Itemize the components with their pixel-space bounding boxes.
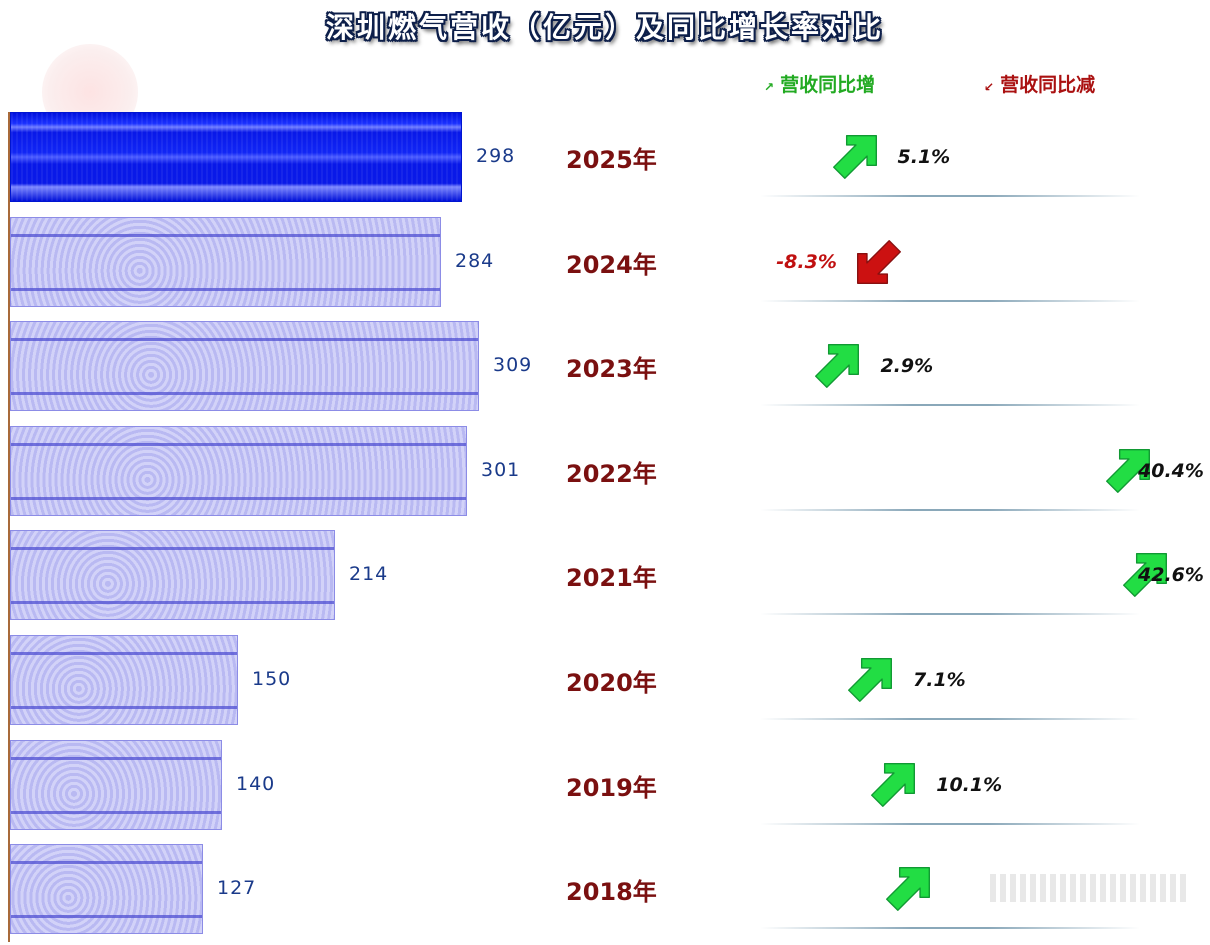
growth-up-arrow-icon [871,762,916,807]
bar-value-label: 284 [455,249,495,272]
growth-up-arrow-icon [1105,448,1150,493]
year-label: 2024年 [566,250,657,279]
growth-rate-label: 10.1% [936,773,1003,796]
bar-value-label: 214 [349,563,389,586]
row-separator [760,927,1140,930]
legend-label-increase: 营收同比增 [780,74,876,96]
bar-value-label: 150 [252,668,292,690]
bar-value-label: 309 [493,354,533,377]
bar-2018年 [10,844,203,935]
year-label: 2019年 [566,773,657,802]
category-axis-line [8,112,10,942]
watermark [990,874,1190,902]
bar-value-label: 127 [217,877,257,900]
bar-2022年 [10,425,467,516]
growth-rate-label: 42.6% [1138,564,1204,587]
bar-2021年 [10,530,335,621]
growth-up-arrow-icon [832,135,877,179]
growth-up-arrow-icon [848,658,892,702]
row-separator [760,613,1140,616]
bar-2019年 [10,739,222,830]
row-separator [760,404,1140,407]
bar-2020年 [10,635,238,725]
growth-up-arrow-icon [1123,553,1167,598]
bar-2025年 [10,112,462,202]
year-label: 2023年 [566,355,657,384]
growth-rate-label: 5.1% [897,146,951,168]
legend-item-increase: ↗ 营收同比增 [764,70,875,97]
year-label: 2018年 [566,878,657,907]
arrow-up-icon: ↗ [764,80,775,94]
row-separator [760,508,1140,511]
growth-down-arrow-icon [857,239,902,284]
growth-rate-label: 2.9% [880,355,934,378]
row-separator [760,299,1140,302]
arrow-down-icon: ↙ [984,80,995,94]
year-label: 2025年 [566,146,657,174]
row-separator [760,822,1140,825]
legend-item-decrease: ↙ 营收同比减 [984,70,1095,97]
growth-rate-label: 7.1% [913,669,966,691]
year-label: 2021年 [566,564,657,593]
bar-value-label: 298 [476,145,516,167]
growth-up-arrow-icon [815,344,860,389]
growth-up-arrow-icon [885,867,930,912]
chart-title: 深圳燃气营收（亿元）及同比增长率对比 [325,11,884,44]
bar-value-label: 140 [236,772,276,795]
bar-2023年 [10,321,479,412]
growth-rate-label: 40.4% [1138,459,1204,482]
year-label: 2020年 [566,669,657,697]
legend-label-decrease: 营收同比减 [1000,74,1096,96]
year-label: 2022年 [566,459,657,488]
row-separator [760,195,1140,197]
bar-value-label: 301 [481,458,521,481]
growth-rate-label: -8.3% [776,250,837,273]
bar-2024年 [10,216,441,307]
row-separator [760,718,1140,720]
